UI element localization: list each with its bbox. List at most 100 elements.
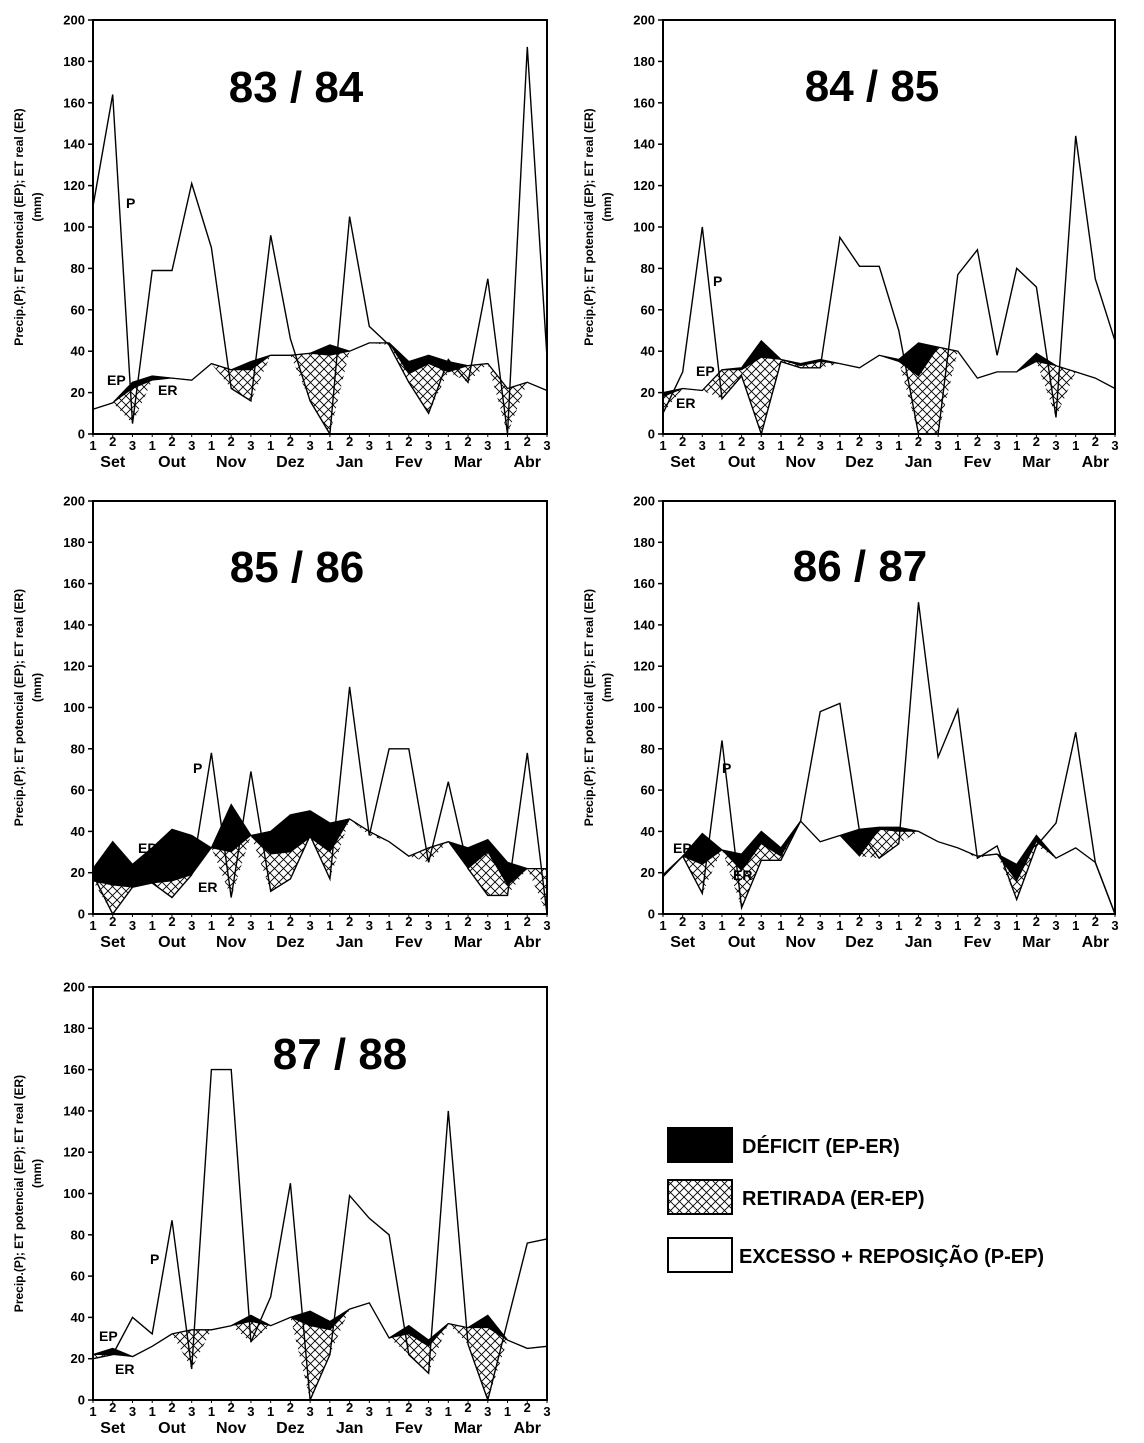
series-annotation: EP: [107, 372, 126, 388]
y-tick-label: 0: [648, 427, 655, 442]
y-tick-label: 60: [641, 302, 655, 317]
y-axis-unit: (mm): [600, 192, 614, 221]
legend-label-retirada: RETIRADA (ER-EP): [742, 1188, 925, 1210]
x-tick-label: 1: [326, 918, 333, 933]
y-axis-label: Precip.(P); ET potencial (EP); ET real (…: [582, 108, 596, 345]
x-tick-label: 3: [484, 918, 491, 933]
y-tick-label: 20: [71, 1351, 85, 1366]
y-tick-label: 160: [63, 1062, 85, 1077]
x-month-label: Jan: [336, 1420, 364, 1437]
x-tick-label: 2: [168, 1400, 175, 1415]
x-tick-label: 1: [895, 438, 902, 453]
series-annotation: ER: [115, 1361, 134, 1377]
y-tick-label: 140: [63, 137, 85, 152]
x-month-label: Fev: [395, 1420, 423, 1437]
y-tick-label: 180: [633, 54, 655, 69]
y-tick-label: 160: [63, 576, 85, 591]
series-line-p: [92, 1068, 548, 1403]
x-tick-label: 2: [228, 1400, 235, 1415]
y-tick-label: 40: [71, 824, 85, 839]
y-tick-label: 80: [71, 741, 85, 756]
x-tick-label: 3: [935, 438, 942, 453]
x-tick-label: 3: [543, 918, 550, 933]
series-line-p: [662, 602, 1116, 915]
x-tick-label: 1: [777, 918, 784, 933]
x-tick-label: 3: [817, 438, 824, 453]
y-tick-label: 0: [78, 427, 85, 442]
y-tick-label: 140: [63, 1103, 85, 1118]
x-tick-label: 1: [1013, 438, 1020, 453]
y-tick-label: 180: [633, 535, 655, 550]
x-tick-label: 2: [524, 434, 531, 449]
x-tick-label: 1: [659, 438, 666, 453]
x-month-label: Jan: [336, 934, 364, 951]
y-tick-label: 20: [71, 385, 85, 400]
y-tick-label: 0: [78, 1393, 85, 1408]
x-month-label: Nov: [785, 934, 815, 951]
x-tick-label: 2: [346, 914, 353, 929]
x-tick-label: 1: [89, 1404, 96, 1419]
x-month-label: Set: [670, 454, 696, 471]
y-axis-label: Precip.(P); ET potencial (EP); ET real (…: [582, 589, 596, 826]
x-month-label: Abr: [513, 934, 541, 951]
x-month-label: Dez: [276, 454, 304, 471]
series-line-er: [93, 1302, 548, 1358]
y-tick-label: 0: [78, 907, 85, 922]
x-tick-label: 2: [1033, 914, 1040, 929]
x-tick-label: 3: [129, 918, 136, 933]
x-tick-label: 2: [1092, 434, 1099, 449]
x-tick-label: 3: [543, 438, 550, 453]
x-tick-label: 2: [974, 434, 981, 449]
y-tick-label: 80: [71, 261, 85, 276]
series-annotation: P: [150, 1251, 159, 1267]
x-tick-label: 1: [267, 1404, 274, 1419]
x-tick-label: 3: [188, 918, 195, 933]
x-month-label: Jan: [905, 454, 933, 471]
x-tick-label: 2: [915, 914, 922, 929]
x-tick-label: 3: [129, 1404, 136, 1419]
x-tick-label: 3: [425, 918, 432, 933]
y-tick-label: 40: [641, 824, 655, 839]
x-tick-label: 1: [895, 918, 902, 933]
y-tick-label: 60: [71, 1269, 85, 1284]
x-tick-label: 2: [915, 434, 922, 449]
y-tick-label: 180: [63, 54, 85, 69]
x-tick-label: 3: [876, 918, 883, 933]
x-tick-label: 2: [109, 914, 116, 929]
y-tick-label: 140: [63, 617, 85, 632]
x-tick-label: 1: [1072, 918, 1079, 933]
y-tick-label: 120: [633, 178, 655, 193]
x-tick-label: 3: [425, 438, 432, 453]
retirada-area: [663, 347, 1115, 434]
series-annotation: ER: [198, 879, 217, 895]
y-tick-label: 40: [641, 344, 655, 359]
y-tick-label: 60: [641, 783, 655, 798]
y-axis-label: Precip.(P); ET potencial (EP); ET real (…: [12, 589, 26, 826]
y-tick-label: 200: [633, 13, 655, 28]
y-tick-label: 120: [63, 659, 85, 674]
x-tick-label: 2: [974, 914, 981, 929]
x-tick-label: 2: [464, 1400, 471, 1415]
legend-item-deficit: DÉFICIT (EP-ER): [667, 1127, 900, 1163]
y-tick-label: 100: [633, 700, 655, 715]
x-month-label: Nov: [216, 934, 246, 951]
series-line-ep: [662, 820, 1116, 915]
x-tick-label: 1: [836, 918, 843, 933]
x-tick-label: 2: [464, 914, 471, 929]
x-tick-label: 1: [326, 438, 333, 453]
x-tick-label: 3: [366, 918, 373, 933]
deficit-area: [93, 804, 547, 888]
x-month-label: Fev: [395, 934, 423, 951]
retirada-area: [663, 821, 1115, 914]
x-month-label: Dez: [845, 934, 873, 951]
y-tick-label: 20: [71, 865, 85, 880]
x-month-label: Dez: [276, 934, 304, 951]
x-tick-label: 2: [168, 434, 175, 449]
y-tick-label: 40: [71, 344, 85, 359]
x-tick-label: 1: [954, 918, 961, 933]
x-tick-label: 3: [993, 438, 1000, 453]
y-axis-label: Precip.(P); ET potencial (EP); ET real (…: [12, 108, 26, 345]
x-tick-label: 1: [1072, 438, 1079, 453]
